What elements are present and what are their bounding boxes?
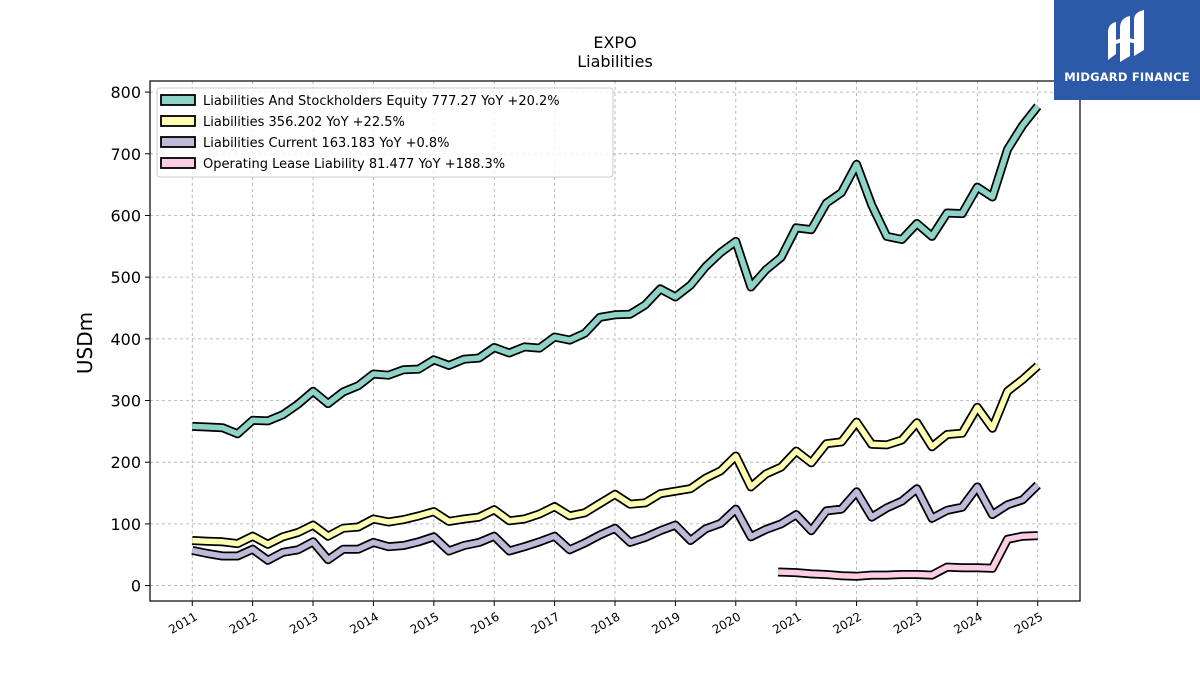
legend-entry: Liabilities And Stockholders Equity 777.…: [203, 94, 560, 109]
series-line-0: [192, 103, 1042, 439]
y-tick-label: 200: [110, 453, 141, 472]
legend-swatch: [160, 157, 196, 169]
chart-subtitle: Liabilities: [577, 52, 653, 71]
legend-swatch: [160, 136, 196, 148]
y-tick-label: 300: [110, 392, 141, 411]
y-tick-label: 800: [110, 83, 141, 102]
brand-emblem-icon: [1108, 10, 1144, 62]
legend-box: [156, 87, 614, 178]
series-line-1: [192, 362, 1041, 549]
y-tick-label: 0: [131, 577, 141, 596]
series-stroke: [778, 532, 1038, 580]
series-line-3: [777, 531, 1038, 581]
legend: Liabilities And Stockholders Equity 777.…: [156, 87, 614, 178]
y-tick-label: 600: [110, 206, 141, 225]
legend-entry: Liabilities 356.202 YoY +22.5%: [203, 115, 405, 130]
legend-swatch: [160, 94, 196, 106]
y-tick-label: 500: [110, 268, 141, 287]
y-tick-label: 400: [110, 330, 141, 349]
series-stroke: [191, 483, 1040, 564]
chart-title: EXPO: [593, 33, 636, 52]
series-line-2: [191, 481, 1041, 565]
y-tick-label: 100: [110, 515, 141, 534]
series-stroke: [192, 104, 1040, 437]
series-stroke: [192, 363, 1040, 548]
series-layer: [191, 103, 1042, 581]
legend-swatch: [160, 115, 196, 127]
y-tick-label: 700: [110, 145, 141, 164]
legend-entry: Liabilities Current 163.183 YoY +0.8%: [203, 136, 450, 151]
y-axis: 0 100 200 300 400 500 600 700 800: [110, 83, 150, 596]
brand-logo: MIDGARD FINANCE: [1054, 0, 1200, 100]
y-axis-label: USDm: [73, 312, 97, 374]
brand-name: MIDGARD FINANCE: [1064, 70, 1190, 84]
legend-entry: Operating Lease Liability 81.477 YoY +18…: [203, 157, 505, 172]
